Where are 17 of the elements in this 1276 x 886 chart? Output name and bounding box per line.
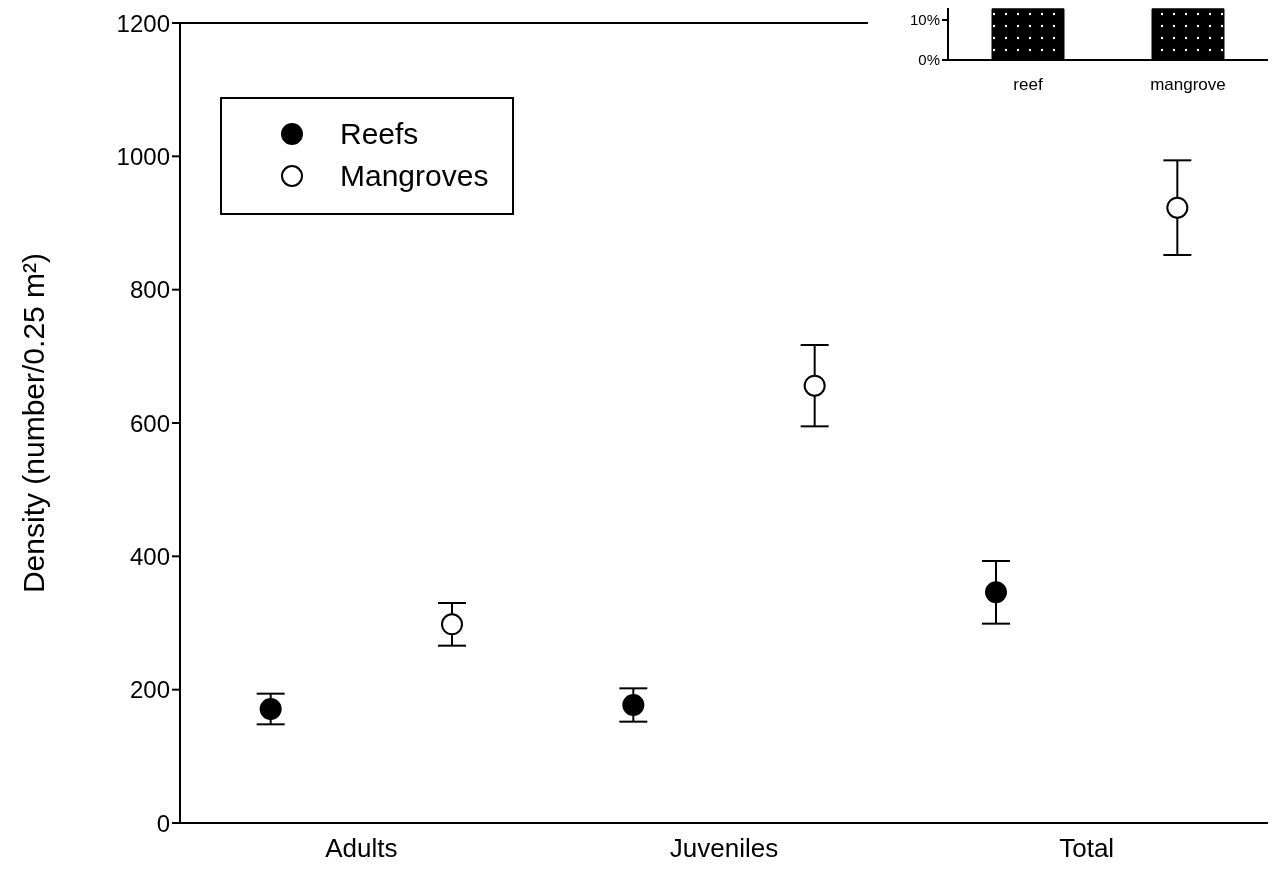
y-tick-label: 1000 — [116, 142, 170, 170]
x-tick-label: Juveniles — [669, 833, 779, 864]
y-tick-label: 200 — [129, 676, 170, 704]
legend-label: Mangroves — [340, 159, 489, 193]
legend-label: Reefs — [340, 117, 419, 151]
x-tick-label: mangrove — [1150, 75, 1226, 95]
y-tick-label: 0% — [918, 51, 940, 69]
y-tick-label: 800 — [129, 276, 170, 304]
y-tick-label: 10% — [909, 11, 940, 29]
y-tick-label: 0 — [156, 809, 170, 837]
x-tick-label: reef — [1013, 75, 1043, 95]
y-tick-label: 1200 — [116, 9, 170, 37]
x-tick-label: Adults — [325, 833, 398, 864]
y-tick-label: 400 — [129, 542, 170, 570]
y-tick-label: 600 — [129, 409, 170, 437]
y-axis-title: Density (number/0.25 m²) — [16, 252, 50, 594]
x-tick-label: Total — [1059, 833, 1115, 864]
